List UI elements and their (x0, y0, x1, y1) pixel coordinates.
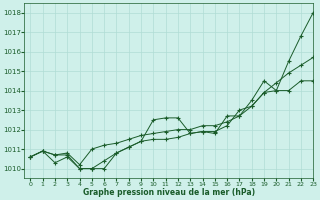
X-axis label: Graphe pression niveau de la mer (hPa): Graphe pression niveau de la mer (hPa) (83, 188, 255, 197)
